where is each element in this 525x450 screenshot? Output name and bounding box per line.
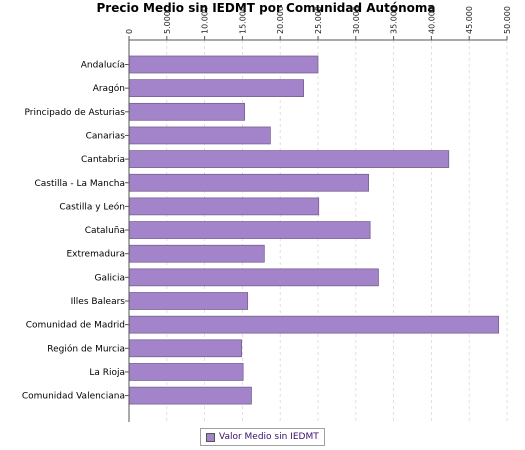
category-label: Aragón [93,83,125,94]
category-label: Extremadura [67,250,126,260]
category-label: Castilla y León [59,201,125,212]
category-label: Castilla - La Mancha [34,179,125,189]
category-label: Cataluña [85,226,125,236]
legend-label: Valor Medio sin IEDMT [219,432,319,442]
bar [128,173,370,192]
x-axis: 0 5.000 10.000 15.000 20.000 25.000 30.000 35.0… [125,6,512,41]
grid-lines [166,40,508,422]
bar [128,268,379,287]
bar [128,292,249,310]
x-tick-label: 25.000 [314,6,323,34]
bar [128,79,304,98]
x-tick-label: 10.000 [201,6,210,34]
bar [128,339,242,358]
bar [128,197,320,216]
category-label: La Rioja [89,368,125,378]
x-tick-label: 35.000 [390,6,399,34]
bar [128,55,319,74]
x-tick-label: 15.000 [238,6,247,34]
category-label: Illes Balears [71,297,126,307]
category-label: Principado de Asturias [24,108,125,118]
legend-swatch [206,432,215,442]
x-tick-label: 5.000 [163,11,172,34]
x-tick-label: 30.000 [352,6,361,34]
category-label: Canarias [86,131,126,141]
bar [128,386,252,405]
x-tick-label: 0 [125,29,134,34]
bar [128,221,371,239]
legend: Valor Medio sin IEDMT [200,428,325,446]
category-label: Andalucía [81,61,125,71]
x-tick-label: 20.000 [276,6,285,34]
category-label: Comunidad Valenciana [22,392,125,402]
bar [128,315,500,334]
category-label: Cantabria [81,155,125,165]
x-tick-label: 40.000 [427,6,436,34]
category-label: Comunidad de Madrid [26,321,125,331]
category-label: Región de Murcia [47,343,125,354]
bar [128,102,246,121]
y-axis: Andalucía Aragón Principado de Asturias Can… [22,40,130,422]
category-label: Galicia [95,273,125,283]
bar [128,150,450,168]
x-tick-label: 45.000 [465,6,474,34]
bar [128,126,271,145]
bar [128,363,244,381]
x-tick-label: 50.000 [503,6,512,34]
bars-group [128,55,500,405]
bar [128,244,265,263]
chart-title: Precio Medio sin IEDMT por Comunidad Aut… [97,1,436,15]
